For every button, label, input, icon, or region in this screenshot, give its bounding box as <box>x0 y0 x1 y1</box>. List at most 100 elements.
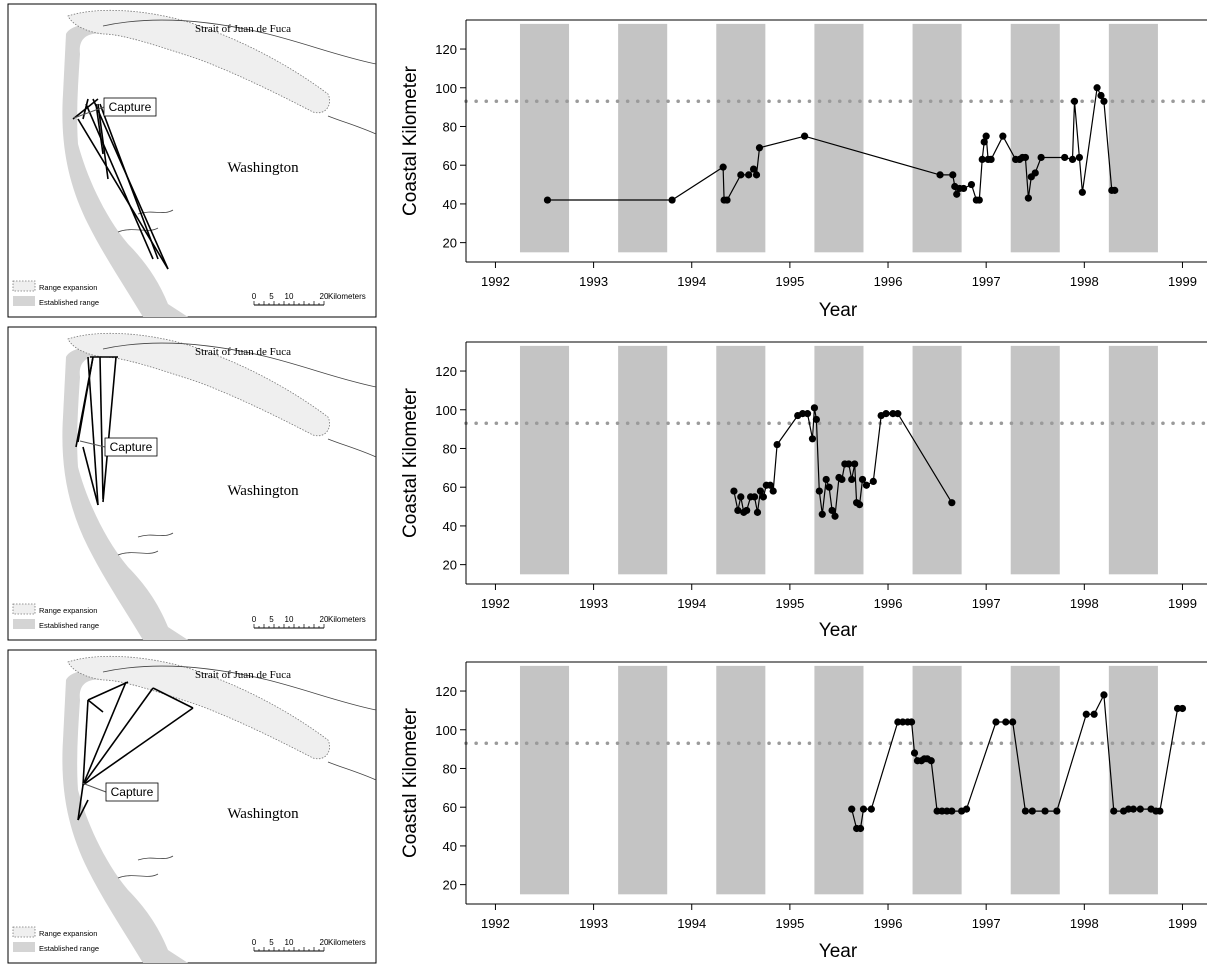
movement-line <box>82 681 127 786</box>
river <box>137 532 174 538</box>
x-tick-label: 1997 <box>972 596 1001 611</box>
data-point <box>825 483 833 491</box>
movement-line <box>82 699 89 786</box>
movement-line <box>77 799 89 821</box>
x-tick-label: 1992 <box>481 274 510 289</box>
movement-line <box>95 103 104 155</box>
data-point <box>869 477 877 485</box>
data-point <box>838 475 846 484</box>
river <box>117 550 159 556</box>
x-axis-label: Year <box>819 941 858 962</box>
y-axis-label: Coastal Kilometer <box>400 387 421 538</box>
data-point <box>743 506 751 515</box>
data-point <box>756 487 765 495</box>
data-point <box>1075 153 1084 162</box>
data-point <box>1078 188 1086 196</box>
x-tick-label: 1992 <box>481 916 510 931</box>
shaded-period <box>618 665 668 895</box>
data-point <box>803 410 812 418</box>
x-tick-label: 1999 <box>1168 274 1197 289</box>
movement-line <box>75 356 94 448</box>
x-tick-label: 1996 <box>874 596 903 611</box>
scale-tick-label: 20 <box>320 615 329 624</box>
y-tick-label: 120 <box>435 364 457 379</box>
legend-established-swatch <box>13 296 35 306</box>
data-point <box>1037 153 1045 162</box>
data-point <box>719 163 727 171</box>
y-tick-label: 20 <box>443 236 457 251</box>
y-tick-label: 80 <box>443 119 457 134</box>
y-tick-label: 120 <box>435 42 457 57</box>
shaded-period <box>912 665 962 895</box>
shaded-period <box>519 23 570 253</box>
data-point <box>1110 807 1118 815</box>
data-point <box>927 757 935 765</box>
data-point <box>801 132 809 140</box>
data-point <box>967 180 976 189</box>
scale-tick-label: 5 <box>269 292 274 301</box>
data-point <box>822 475 830 484</box>
movement-line <box>77 784 84 821</box>
established-range-area <box>62 347 188 640</box>
movement-line <box>82 687 154 786</box>
data-point <box>1156 807 1164 815</box>
y-tick-label: 20 <box>443 878 457 893</box>
data-point <box>1002 718 1010 726</box>
river <box>117 873 159 879</box>
data-point <box>882 410 890 418</box>
data-point <box>851 460 859 468</box>
legend-established-swatch <box>13 942 35 952</box>
data-point <box>1053 807 1061 815</box>
x-tick-label: 1999 <box>1168 916 1197 931</box>
data-point <box>948 499 956 507</box>
data-point <box>723 196 731 204</box>
x-tick-label: 1993 <box>579 596 608 611</box>
x-tick-label: 1994 <box>677 596 706 611</box>
x-tick-label: 1998 <box>1070 274 1099 289</box>
data-point <box>1178 704 1187 713</box>
shaded-period <box>1108 23 1158 253</box>
data-point <box>959 184 968 193</box>
y-tick-label: 60 <box>443 800 457 815</box>
legend-expansion-label: Range expansion <box>39 606 97 615</box>
data-point <box>730 487 738 495</box>
range-expansion-area <box>67 655 330 760</box>
x-tick-label: 1998 <box>1070 916 1099 931</box>
x-tick-label: 1993 <box>579 274 608 289</box>
shaded-period <box>716 23 766 253</box>
x-tick-label: 1996 <box>874 916 903 931</box>
capture-leader <box>79 440 106 448</box>
data-point <box>948 807 956 815</box>
data-point <box>848 805 856 813</box>
data-point <box>1129 805 1137 813</box>
data-point <box>978 155 986 163</box>
capture-box <box>105 782 159 802</box>
data-point <box>808 435 817 443</box>
shaded-period <box>814 665 864 895</box>
data-point <box>910 749 919 757</box>
legend-established-label: Established range <box>39 298 99 307</box>
strait-label: Strait of Juan de Fuca <box>195 23 291 35</box>
shaded-period <box>618 23 668 253</box>
data-point <box>953 190 961 198</box>
movement-line <box>152 687 194 709</box>
y-tick-label: 20 <box>443 558 457 573</box>
shaded-period <box>519 665 570 895</box>
capture-label: Capture <box>109 100 152 114</box>
y-tick-label: 120 <box>435 684 457 699</box>
map-panel: Capture Strait of Juan de Fuca Washington R… <box>7 326 377 641</box>
movement-line <box>87 356 99 506</box>
x-tick-label: 1998 <box>1070 596 1099 611</box>
movement-line <box>102 356 117 503</box>
range-expansion-area <box>67 9 330 114</box>
chart-panel: 20 40 60 80 100 120 1992 1993 1994 1995 1996 1997 19… <box>400 341 1207 641</box>
coastline <box>102 342 377 388</box>
scale-unit-label: Kilometers <box>328 615 366 624</box>
scale-unit-label: Kilometers <box>328 292 366 301</box>
y-tick-label: 100 <box>435 403 457 418</box>
data-point <box>1100 691 1108 699</box>
y-tick-label: 80 <box>443 761 457 776</box>
data-point <box>1068 155 1077 163</box>
data-point <box>1009 718 1017 726</box>
data-point <box>907 718 916 726</box>
